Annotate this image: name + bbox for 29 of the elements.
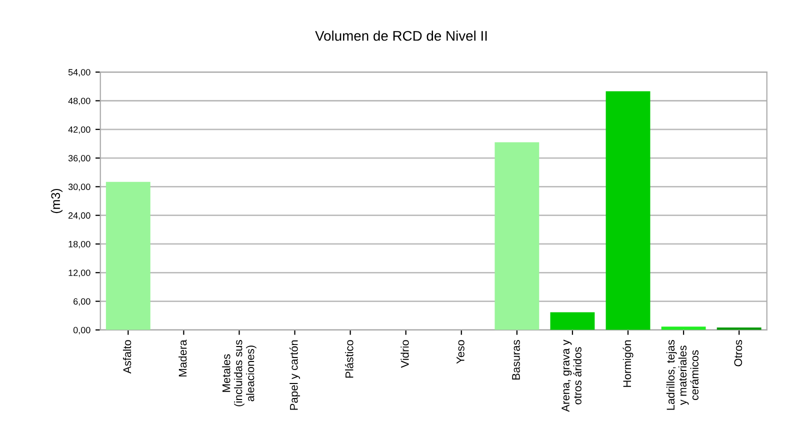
x-tick-label: Vidrio [400,340,409,368]
x-tick-label: Madera [178,340,187,376]
y-tick-label: 48,00 [68,98,90,106]
y-tick-label: 42,00 [68,126,90,134]
x-tick-label: Yeso [456,340,464,364]
y-tick-label: 12,00 [68,270,90,278]
bar [661,326,706,330]
bar [550,312,595,330]
x-tick-label: Otros [734,340,742,366]
bar [606,91,650,330]
x-tick-label: Metales (incluidas sus aleaciones) [222,340,256,406]
bar [106,182,150,330]
bar [494,142,540,330]
x-tick-label: Hormigón [622,340,634,387]
chart-title: Volumen de RCD de Nivel II [315,30,487,41]
x-tick-label: Ladrillos, tejas y materiales cerámicos [666,340,699,410]
x-tick-label: Papel y cartón [290,340,300,410]
x-tick-label: Arena, grava y otros áridos [562,340,582,412]
y-tick-label: 6,00 [74,298,90,306]
y-tick-label: 0,00 [73,326,90,334]
x-tick-label: Plástico [345,340,354,378]
x-tick-label: Asfalto [122,340,132,374]
y-tick-label: 30,00 [68,184,90,192]
y-axis-title: (m3) [50,188,62,214]
y-tick-label: 24,00 [68,212,90,220]
y-tick-label: 18,00 [68,240,90,248]
x-tick-label: Basuras [512,340,520,380]
y-tick-label: 54,00 [68,69,90,77]
y-tick-label: 36,00 [68,155,90,162]
